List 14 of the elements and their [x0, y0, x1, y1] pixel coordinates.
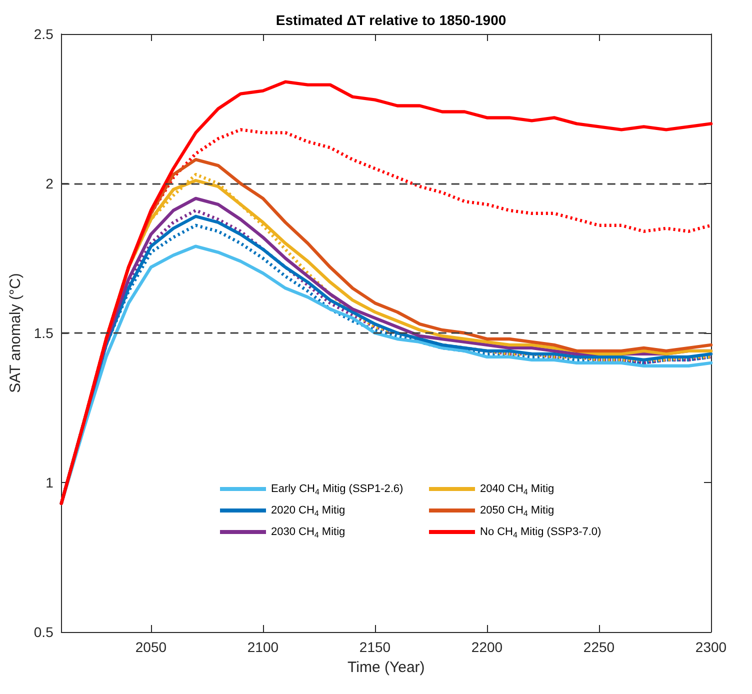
y-tick-label: 0.5 [34, 624, 54, 640]
x-tick-label: 2300 [695, 639, 727, 655]
y-tick-label: 2.5 [34, 26, 54, 42]
x-tick-label: 2050 [135, 639, 167, 655]
y-tick-label: 2 [46, 176, 54, 192]
y-axis-title: SAT anomaly (°C) [7, 273, 24, 393]
x-tick-label: 2250 [583, 639, 615, 655]
x-tick-label: 2100 [247, 639, 279, 655]
x-axis-title: Time (Year) [348, 659, 425, 676]
chart-title: Estimated ΔT relative to 1850-1900 [276, 12, 506, 28]
y-tick-label: 1 [46, 474, 54, 490]
y-tick-label: 1.5 [34, 325, 54, 341]
x-tick-label: 2150 [359, 639, 391, 655]
x-tick-label: 2200 [471, 639, 503, 655]
